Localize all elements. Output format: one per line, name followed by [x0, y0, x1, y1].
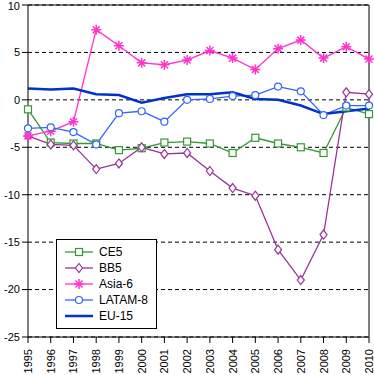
html-text:Asia-6: Asia-6 — [99, 277, 133, 291]
svg-text:0: 0 — [14, 94, 20, 106]
svg-text:2009: 2009 — [340, 349, 352, 373]
html-text:EU-15: EU-15 — [99, 309, 133, 323]
svg-text:5: 5 — [14, 46, 20, 58]
svg-text:2005: 2005 — [249, 349, 261, 373]
svg-text:-5: -5 — [10, 141, 20, 153]
svg-text:-25: -25 — [8, 331, 20, 343]
svg-text:1997: 1997 — [67, 349, 79, 373]
svg-text:2001: 2001 — [158, 349, 170, 373]
svg-text:1995: 1995 — [22, 349, 34, 373]
svg-text:1996: 1996 — [45, 349, 57, 373]
svg-text:10: 10 — [8, 0, 20, 12]
svg-text:1998: 1998 — [90, 349, 102, 373]
html-text:LATAM-8: LATAM-8 — [99, 293, 148, 307]
svg-text:2003: 2003 — [204, 349, 216, 373]
svg-text:2004: 2004 — [227, 349, 239, 373]
html-text:CE5: CE5 — [99, 245, 123, 259]
svg-text:-10: -10 — [8, 189, 20, 201]
svg-text:2007: 2007 — [295, 349, 307, 373]
html-text:BB5: BB5 — [99, 261, 122, 275]
svg-text:2008: 2008 — [318, 349, 330, 373]
svg-text:2002: 2002 — [181, 349, 193, 373]
svg-text:-15: -15 — [8, 236, 20, 248]
svg-text:2010: 2010 — [363, 349, 366, 373]
svg-text:2000: 2000 — [136, 349, 148, 373]
svg-text:2006: 2006 — [272, 349, 284, 373]
svg-text:-20: -20 — [8, 283, 20, 295]
svg-text:1999: 1999 — [113, 349, 125, 373]
